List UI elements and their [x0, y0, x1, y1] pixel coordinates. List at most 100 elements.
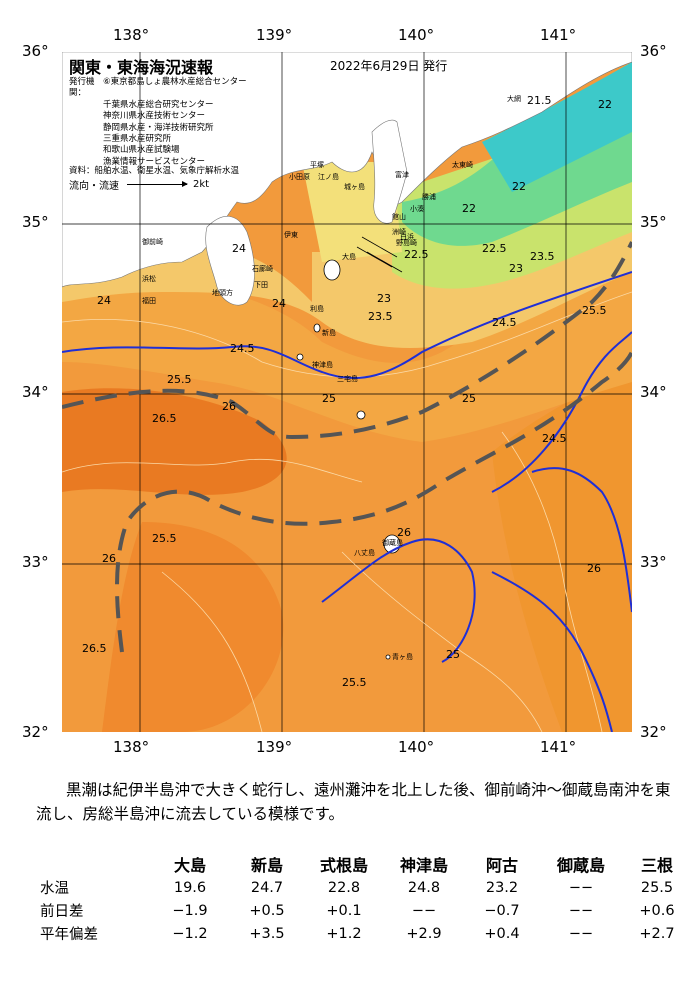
place-name: 神津島: [312, 361, 333, 369]
flow-label: 流向・流速: [69, 181, 119, 192]
place-name: 御前崎: [142, 238, 163, 246]
table-cell: 25.5: [640, 879, 674, 896]
contour-label: 26: [222, 400, 236, 413]
issuer: 千葉県水産総合研究センター: [103, 99, 214, 110]
contour-label: 22.5: [404, 248, 429, 261]
table-row: 水温 19.6 24.7 22.8 24.8 23.2 −− 25.5: [40, 876, 692, 899]
band-20-21: [482, 62, 632, 192]
band-24-25: [62, 252, 632, 442]
place-name: 三宅島: [337, 375, 358, 383]
table-row: 前日差 −1.9 +0.5 +0.1 −− −0.7 −− +0.6: [40, 899, 692, 922]
contour-label: 22.5: [482, 242, 507, 255]
place-name: 野島崎: [396, 239, 417, 247]
lon-label-138-top: 138°: [113, 26, 150, 44]
issuers-block: 発行機関： ⑥東京都島しょ農林水産総合センター 千葉県水産総合研究センター 神奈川…: [69, 77, 247, 168]
issuer: 三重県水産研究所: [103, 134, 172, 145]
contour-label: 22: [598, 98, 612, 111]
warm-patch-west: [62, 388, 287, 495]
column-header: 式根島: [319, 856, 368, 875]
column-header: 新島: [250, 856, 283, 875]
contour-label: 23: [377, 292, 391, 305]
contour-label: 24.5: [492, 316, 517, 329]
sea-temperature-map: 21.5 22 22 22 22.5 22.5 23 23 23.5 23.5 …: [62, 52, 632, 732]
place-name: 洲崎: [392, 228, 406, 236]
table-cell: 23.2: [485, 879, 519, 896]
column-header: 三根: [640, 856, 673, 875]
place-name: 地頭方: [212, 289, 233, 297]
contour-label: 22: [462, 202, 476, 215]
column-header: 御蔵島: [556, 856, 605, 875]
contour-label: 26: [587, 562, 601, 575]
lat-label-33-left: 33°: [22, 553, 49, 571]
data-sources: 資料：船舶水温、衛星水温、気象庁解析水温: [69, 166, 240, 176]
lat-label-36-left: 36°: [22, 42, 49, 60]
contour-label: 23: [509, 262, 523, 275]
issuer: ⑥東京都島しょ農林水産総合センター: [103, 77, 247, 87]
place-name: 白浜: [400, 233, 414, 241]
kuroshio-axis-south: [115, 351, 632, 653]
map-title: 関東・東海海況速報: [69, 58, 214, 77]
table-cell: +0.1: [326, 902, 362, 919]
contour-label: 25.5: [582, 304, 607, 317]
contour-label: 24: [97, 294, 111, 307]
table-cell: −−: [568, 925, 594, 942]
place-name: 小湊: [410, 205, 424, 213]
table-cell: +0.6: [639, 902, 675, 919]
place-name: 勝浦: [422, 193, 436, 201]
island-niijima: [313, 323, 321, 333]
contour-label: 26: [397, 526, 411, 539]
table-cell: 24.8: [407, 879, 441, 896]
contour-label: 24.5: [542, 432, 567, 445]
table-cell: +3.5: [249, 925, 285, 942]
table-cell: +0.5: [249, 902, 285, 919]
table-cell: 19.6: [173, 879, 207, 896]
lon-label-140-bottom: 140°: [398, 738, 435, 756]
place-name: 富津: [395, 171, 409, 179]
place-name: 八丈島: [354, 549, 375, 557]
land-izu: [205, 216, 255, 306]
lon-label-140-top: 140°: [398, 26, 435, 44]
kuroshio-axis-north: [62, 241, 632, 440]
contour-label: 23.5: [368, 310, 393, 323]
contour-label: 25: [462, 392, 476, 405]
contour-label: 26: [102, 552, 116, 565]
isotherms: [62, 291, 632, 732]
contour-label: 21.5: [527, 94, 552, 107]
column-header: 神津島: [399, 856, 448, 875]
table-cell: +0.4: [484, 925, 520, 942]
place-name: 大網: [507, 95, 521, 103]
flow-legend: 流向・流速 2kt: [69, 177, 209, 192]
table-cell: −1.9: [172, 902, 208, 919]
place-name: 城ヶ島: [344, 183, 365, 191]
place-name: 江ノ島: [318, 173, 339, 181]
band-23-24: [62, 222, 632, 348]
contour-label: 23.5: [530, 250, 555, 263]
blue-isotherms: [62, 271, 632, 732]
table-cell: 24.7: [250, 879, 284, 896]
place-name: 青ヶ島: [392, 653, 413, 661]
lon-label-139-top: 139°: [256, 26, 293, 44]
contour-label: 24: [232, 242, 246, 255]
place-name: 太東崎: [452, 161, 473, 169]
issuer: 漁業情報サービスセンター: [103, 156, 206, 167]
contour-label: 25: [446, 648, 460, 661]
table-row: 平年偏差 −1.2 +3.5 +1.2 +2.9 +0.4 −− +2.7: [40, 922, 692, 945]
contour-label: 26.5: [152, 412, 177, 425]
table-header-row: 大島 新島 式根島 神津島 阿古 御蔵島 三根: [40, 852, 692, 876]
table-cell: −1.2: [172, 925, 208, 942]
map-canvas: [62, 52, 632, 732]
table-cell: −−: [568, 902, 594, 919]
place-name: 小田原: [289, 173, 310, 181]
lat-label-32-right: 32°: [640, 723, 667, 741]
table-cell: +2.9: [406, 925, 442, 942]
temperature-table: 大島 新島 式根島 神津島 阿古 御蔵島 三根 水温 19.6 24.7 22.…: [40, 852, 692, 945]
table-cell: +1.2: [326, 925, 362, 942]
place-name: 御蔵島: [382, 539, 403, 547]
row-label: 水温: [40, 881, 69, 897]
issuer: 和歌山県水産試験場: [103, 145, 180, 156]
lat-label-34-right: 34°: [640, 383, 667, 401]
place-name: 新島: [322, 329, 336, 337]
place-name: 平塚: [310, 161, 324, 169]
issuer: 神奈川県水産技術センター: [103, 111, 206, 122]
contour-label: 26.5: [82, 642, 107, 655]
